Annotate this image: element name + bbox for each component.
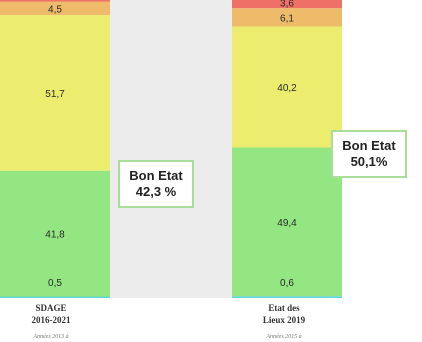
- gap-background: [110, 0, 232, 298]
- bars-group: [0, 0, 342, 298]
- bar-segment: [232, 26, 342, 148]
- segment-value-label: 51,7: [45, 89, 65, 100]
- callout-title: Bon Etat: [129, 168, 183, 183]
- segment-value-label: 4,5: [48, 4, 62, 15]
- segment-value-label: 0,6: [280, 278, 294, 289]
- callout-good-state-edl: Bon Etat 50,1%: [331, 130, 407, 178]
- callout-good-state-sdage: Bon Etat 42,3 %: [118, 160, 194, 208]
- category-labels-group: SDAGE 2016-2021 Années 2013 à Etat des Lieux…: [32, 303, 306, 340]
- category-label: SDAGE: [35, 303, 66, 313]
- category-sublabel: Années 2013 à: [32, 334, 68, 340]
- bar-segment: [232, 296, 342, 298]
- category-label: Etat des: [268, 303, 300, 313]
- segment-value-label: 3,6: [280, 0, 294, 10]
- bar-segment: [0, 1, 110, 16]
- bar-segment: [0, 170, 110, 297]
- callout-value: 50,1%: [350, 154, 388, 169]
- bar-segment: [232, 8, 342, 27]
- callout-value: 42,3 %: [135, 184, 177, 199]
- segment-value-label: 40,2: [277, 83, 297, 94]
- segment-labels-group: 0,5 41,8 51,7 4,5 0,6 49,4 40,2 6,1 3,6: [45, 0, 297, 289]
- segment-value-label: 49,4: [277, 218, 297, 229]
- segment-value-label: 6,1: [280, 13, 294, 24]
- segment-value-label: 41,8: [45, 230, 65, 241]
- category-sublabel: Années 2015 à: [265, 334, 301, 340]
- bar-segment: [0, 296, 110, 298]
- callout-title: Bon Etat: [342, 138, 396, 153]
- category-label: 2016-2021: [32, 315, 71, 325]
- category-label: Lieux 2019: [263, 315, 306, 325]
- bar-segment: [232, 147, 342, 297]
- bar-segment: [0, 15, 110, 171]
- segment-value-label: 0,5: [48, 278, 62, 289]
- bar-segment: [0, 0, 110, 2]
- bar-segment: [232, 0, 342, 9]
